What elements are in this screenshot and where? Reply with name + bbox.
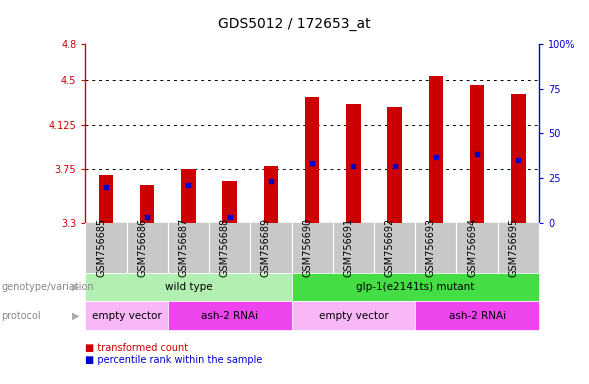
Bar [429,76,443,223]
Text: GSM756685: GSM756685 [96,218,106,277]
Bar [99,175,113,223]
Text: GSM756689: GSM756689 [261,218,271,277]
Bar [264,166,278,223]
Text: ▶: ▶ [72,282,80,292]
Bar [346,104,360,223]
Text: GSM756693: GSM756693 [426,218,436,277]
Bar [223,181,237,223]
Bar [388,107,402,223]
Text: GSM756688: GSM756688 [220,218,230,277]
Text: ■ transformed count: ■ transformed count [85,343,188,353]
Text: empty vector: empty vector [92,311,161,321]
Text: empty vector: empty vector [319,311,388,321]
Text: ash-2 RNAi: ash-2 RNAi [449,311,505,321]
Bar [511,94,525,223]
Text: GSM756690: GSM756690 [302,218,312,277]
Text: GSM756694: GSM756694 [467,218,477,277]
Text: GSM756691: GSM756691 [343,218,353,277]
Text: ■ percentile rank within the sample: ■ percentile rank within the sample [85,355,263,365]
Text: GSM756686: GSM756686 [137,218,147,277]
Text: GDS5012 / 172653_at: GDS5012 / 172653_at [218,17,371,31]
Text: GSM756687: GSM756687 [178,218,188,277]
Text: protocol: protocol [1,311,41,321]
Text: ▶: ▶ [72,311,80,321]
Text: GSM756695: GSM756695 [508,218,518,277]
Text: wild type: wild type [165,282,212,292]
Text: glp-1(e2141ts) mutant: glp-1(e2141ts) mutant [356,282,474,292]
Bar [305,96,319,223]
Text: genotype/variation: genotype/variation [1,282,94,292]
Bar [470,84,484,223]
Text: ash-2 RNAi: ash-2 RNAi [201,311,258,321]
Text: GSM756692: GSM756692 [385,218,395,277]
Bar [181,169,196,223]
Bar [140,185,154,223]
